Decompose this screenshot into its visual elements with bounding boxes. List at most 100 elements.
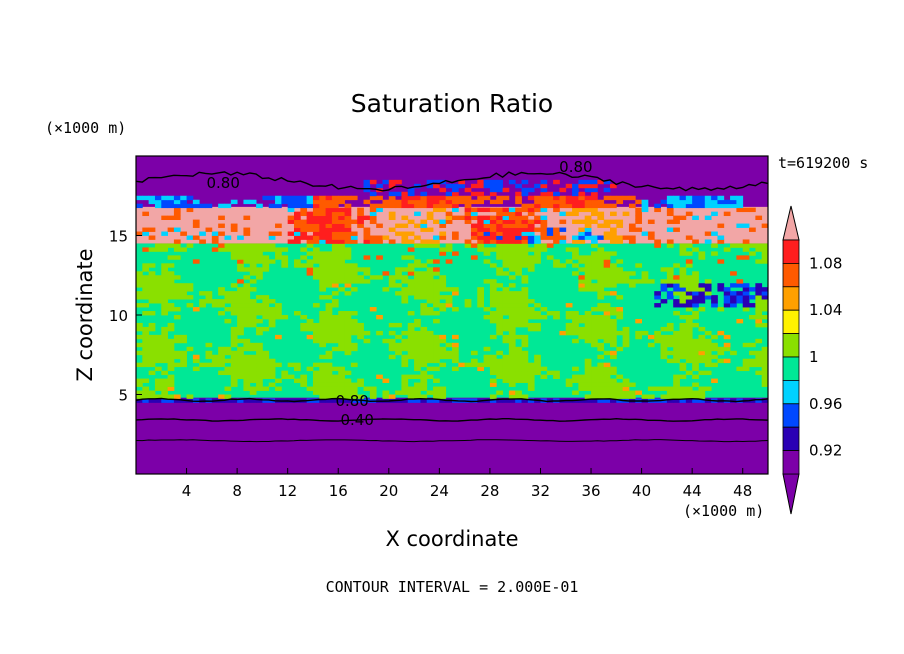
field-cell (192, 203, 200, 209)
field-cell (597, 394, 605, 399)
field-cell (698, 199, 706, 205)
field-cell (508, 299, 516, 304)
field-cell (173, 307, 181, 312)
field-cell (464, 239, 472, 244)
field-cell (477, 199, 484, 205)
field-cell (679, 334, 687, 340)
field-cell (761, 303, 768, 308)
field-cell (559, 235, 567, 240)
field-cell (515, 346, 522, 352)
field-cell (717, 195, 725, 201)
field-cell (180, 203, 187, 209)
field-cell (654, 243, 661, 248)
field-cell (508, 398, 516, 403)
field-cell (268, 370, 276, 376)
field-cell (610, 366, 617, 372)
field-cell (230, 255, 238, 260)
field-cell (331, 243, 339, 248)
field-cell (414, 358, 421, 364)
field-cell (211, 354, 219, 360)
field-cell (534, 247, 541, 252)
field-cell (350, 326, 358, 332)
field-cell (508, 251, 516, 256)
field-cell (237, 338, 244, 344)
field-cell (673, 334, 680, 340)
field-cell (142, 291, 150, 296)
field-cell (591, 307, 598, 312)
field-cell (426, 275, 434, 280)
field-cell (401, 191, 409, 197)
field-cell (477, 362, 484, 368)
field-cell (331, 267, 339, 272)
field-cell (401, 223, 409, 228)
field-cell (673, 354, 680, 360)
field-cell (344, 318, 352, 324)
field-cell (161, 370, 168, 376)
field-cell (610, 203, 617, 209)
field-cell (154, 279, 162, 284)
field-cell (262, 303, 270, 308)
field-cell (325, 275, 333, 280)
field-cell (243, 259, 251, 264)
field-cell (268, 235, 276, 240)
field-cell (452, 207, 459, 213)
y-axis-label: Z coordinate (73, 248, 97, 381)
field-cell (426, 199, 434, 205)
field-cell (641, 394, 649, 399)
field-cell (142, 295, 150, 300)
field-cell (256, 358, 263, 364)
field-cell (628, 390, 636, 395)
field-cell (382, 179, 390, 185)
field-cell (180, 354, 187, 360)
field-cell (325, 279, 333, 284)
field-cell (723, 199, 731, 205)
field-cell (148, 370, 156, 376)
field-cell (249, 247, 257, 252)
field-cell (338, 195, 345, 201)
field-cell (256, 374, 263, 379)
field-cell (180, 195, 187, 201)
field-cell (685, 398, 693, 403)
field-cell (572, 366, 579, 372)
field-cell (287, 215, 295, 220)
field-cell (433, 259, 440, 264)
field-cell (325, 223, 333, 228)
field-cell (666, 390, 674, 395)
field-cell (161, 311, 168, 316)
field-cell (502, 263, 510, 268)
field-cell (572, 263, 579, 268)
field-cell (230, 295, 238, 300)
field-cell (306, 199, 314, 205)
field-cell (685, 354, 693, 360)
field-cell (243, 243, 251, 248)
field-cell (647, 279, 655, 284)
field-cell (407, 398, 415, 403)
field-cell (142, 350, 150, 356)
field-cell (388, 211, 396, 217)
field-cell (401, 275, 409, 280)
field-cell (679, 398, 687, 403)
field-cell (698, 299, 706, 304)
field-cell (489, 279, 497, 284)
field-cell (452, 307, 459, 312)
field-cell (496, 318, 503, 324)
field-cell (445, 299, 453, 304)
field-cell (275, 203, 282, 209)
field-cell (262, 386, 270, 391)
field-cell (180, 247, 187, 252)
field-cell (660, 346, 668, 352)
field-cell (218, 311, 225, 316)
field-cell (173, 207, 181, 213)
field-cell (281, 374, 289, 379)
field-cell (470, 362, 478, 368)
field-cell (666, 291, 674, 296)
field-cell (230, 243, 238, 248)
field-cell (363, 255, 371, 260)
field-cell (534, 227, 541, 232)
field-cell (572, 203, 579, 209)
field-cell (186, 207, 194, 213)
field-cell (502, 398, 510, 403)
field-cell (357, 215, 364, 220)
field-cell (388, 346, 396, 352)
field-cell (527, 398, 535, 403)
